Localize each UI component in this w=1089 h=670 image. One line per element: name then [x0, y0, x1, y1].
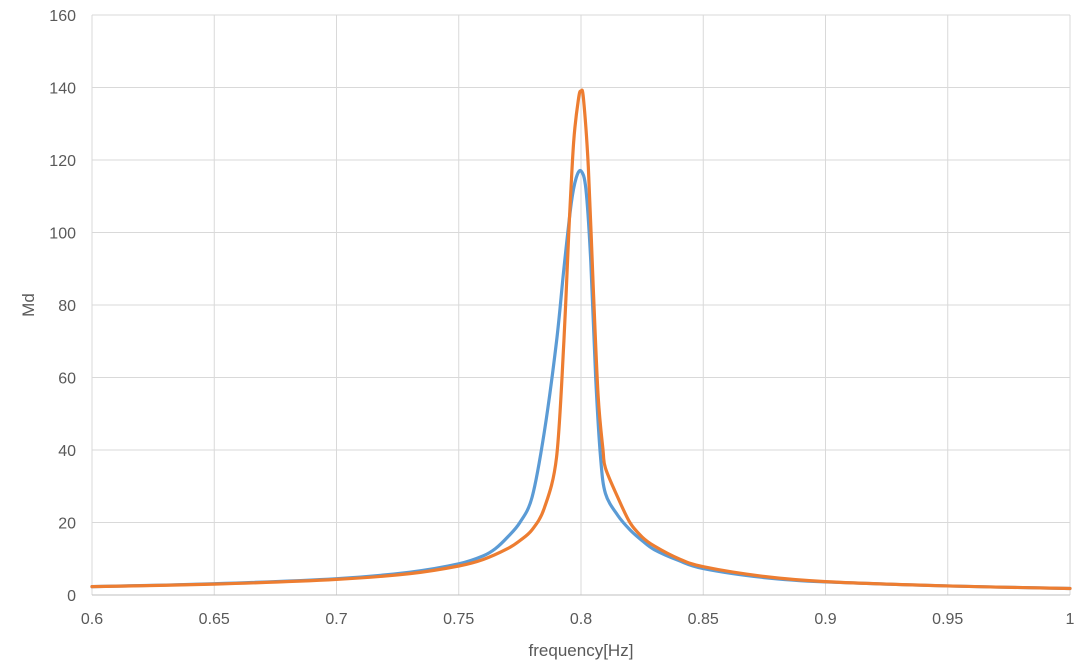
- x-tick-label: 0.75: [443, 611, 474, 628]
- series-line-2: [90, 88, 1072, 591]
- x-tick-label: 0.85: [688, 611, 719, 628]
- x-tick-label: 0.7: [325, 611, 347, 628]
- x-tick-label: 0.8: [570, 611, 592, 628]
- x-tick-label: 0.6: [81, 611, 103, 628]
- series-line-1: [90, 168, 1072, 591]
- y-tick-label: 20: [58, 516, 76, 533]
- y-tick-label: 60: [58, 371, 76, 388]
- y-tick-label: 120: [49, 153, 76, 170]
- series-lines: [90, 88, 1072, 591]
- gridlines: [91, 14, 1071, 596]
- y-tick-label: 140: [49, 81, 76, 98]
- x-tick-label: 0.9: [814, 611, 836, 628]
- tick-labels: 0.6 0.65 0.7 0.75 0.8 0.85 0.9 0.95 1 0 20 40 60 80 10…: [49, 8, 1074, 628]
- x-tick-label: 1: [1066, 611, 1075, 628]
- y-axis-label: Md: [19, 293, 38, 317]
- y-tick-label: 100: [49, 226, 76, 243]
- y-tick-label: 160: [49, 8, 76, 25]
- x-tick-label: 0.65: [199, 611, 230, 628]
- x-axis-label: frequency[Hz]: [529, 641, 634, 660]
- x-tick-label: 0.95: [932, 611, 963, 628]
- y-tick-label: 40: [58, 443, 76, 460]
- y-tick-label: 80: [58, 298, 76, 315]
- y-tick-label: 0: [67, 588, 76, 605]
